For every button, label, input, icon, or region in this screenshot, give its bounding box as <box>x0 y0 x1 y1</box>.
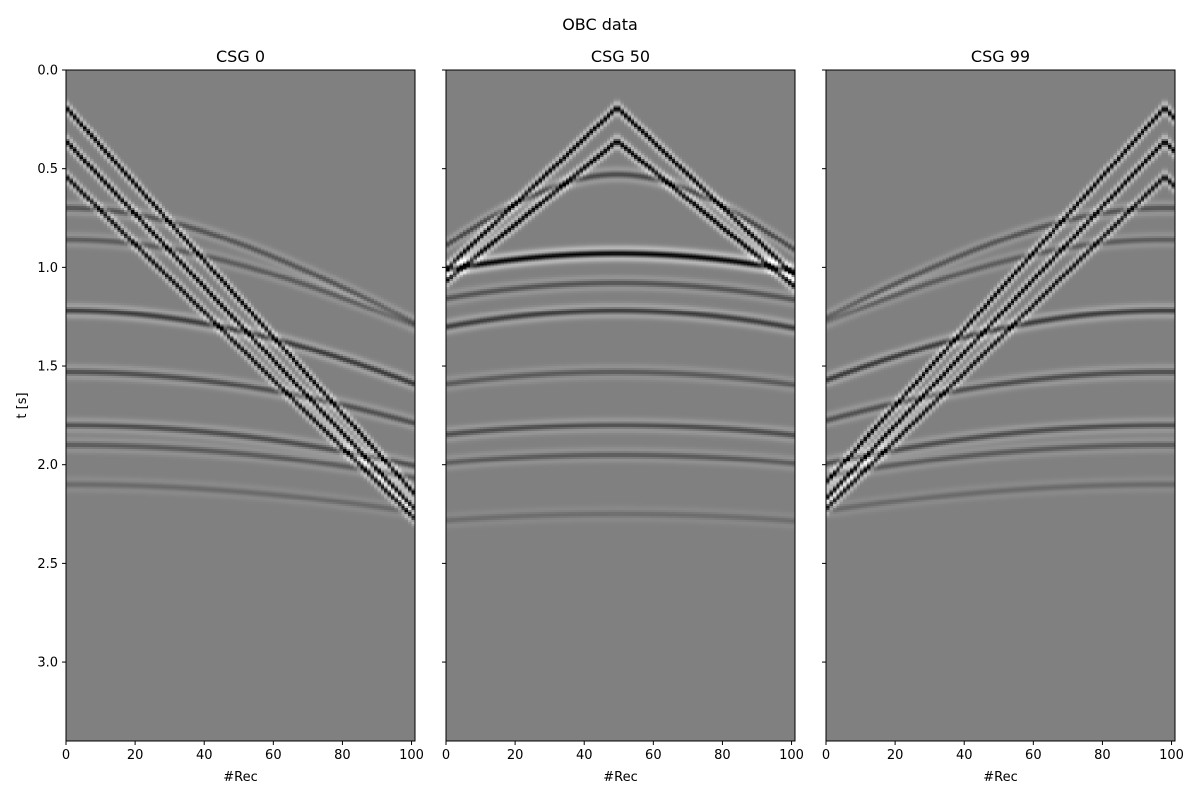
plot-frame-0 <box>65 69 416 742</box>
x-tick-label-1-2: 40 <box>576 748 593 763</box>
panel-0: CSG 0 0 20 40 60 80 100 #Rec 0.0 0.5 1.0 1.5 2.0 2.5 3… <box>15 47 424 785</box>
x-axis-label-1: #Rec <box>603 770 638 785</box>
x-axis-label-2: #Rec <box>983 770 1018 785</box>
y-tick-label-0: 0.0 <box>37 64 58 79</box>
x-tick-label-0-0: 0 <box>62 748 70 763</box>
panel-title-0: CSG 0 <box>216 47 265 66</box>
x-tick-label-1-0: 0 <box>442 748 450 763</box>
y-tick-label-5: 2.5 <box>37 557 58 572</box>
y-tick-label-4: 2.0 <box>37 458 58 473</box>
x-tick-label-2-5: 100 <box>1159 748 1184 763</box>
seismic-image-2 <box>826 70 1175 741</box>
plot-frame-1 <box>445 69 796 742</box>
panel-2: CSG 99 0 20 40 60 80 100 #Rec <box>822 47 1184 785</box>
x-tick-label-2-1: 20 <box>887 748 904 763</box>
x-tick-label-0-3: 60 <box>265 748 282 763</box>
x-tick-label-0-4: 80 <box>334 748 351 763</box>
x-tick-label-1-3: 60 <box>645 748 662 763</box>
x-tick-label-2-0: 0 <box>822 748 830 763</box>
x-tick-label-0-5: 100 <box>399 748 424 763</box>
x-tick-label-2-4: 80 <box>1094 748 1111 763</box>
y-tick-label-2: 1.0 <box>37 261 58 276</box>
x-tick-label-1-4: 80 <box>714 748 731 763</box>
y-tick-label-3: 1.5 <box>37 360 58 375</box>
panel-1: CSG 50 0 20 40 60 80 100 #Rec <box>442 47 804 785</box>
y-tick-label-1: 0.5 <box>37 162 58 177</box>
panel-title-1: CSG 50 <box>591 47 650 66</box>
x-tick-label-0-1: 20 <box>127 748 144 763</box>
x-tick-label-0-2: 40 <box>196 748 213 763</box>
panel-title-2: CSG 99 <box>971 47 1030 66</box>
x-axis-label-0: #Rec <box>223 770 258 785</box>
x-tick-label-2-3: 60 <box>1025 748 1042 763</box>
y-tick-label-6: 3.0 <box>37 656 58 671</box>
seismic-image-1 <box>446 70 795 741</box>
x-tick-label-1-5: 100 <box>779 748 804 763</box>
x-tick-label-1-1: 20 <box>507 748 524 763</box>
seismic-image-0 <box>66 70 415 741</box>
y-axis-label: t [s] <box>15 392 30 418</box>
plot-frame-2 <box>825 69 1176 742</box>
figure-title: OBC data <box>562 15 638 34</box>
x-tick-label-2-2: 40 <box>956 748 973 763</box>
